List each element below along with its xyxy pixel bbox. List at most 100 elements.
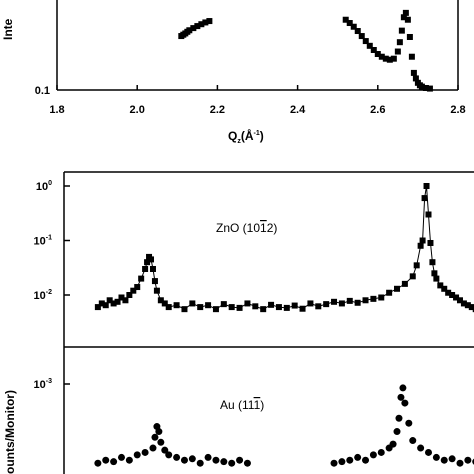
top-data-point [408,53,415,60]
bottom-panel-annotation: Au (111) [220,398,264,412]
top-data-point [422,85,429,91]
middle-data-point [252,303,259,310]
middle-y-tick-label: 10-2 [34,289,53,302]
top-data-point [390,55,397,62]
bottom-data-point [397,393,405,401]
middle-data-point [110,300,117,307]
bottom-data-point [395,414,403,422]
middle-data-point [161,300,168,307]
bottom-data-point [405,419,413,427]
top-data-point [366,42,373,49]
top-data-point [362,38,369,45]
middle-data-point [236,304,243,311]
top-data-point [400,14,407,21]
middle-data-point [421,195,428,202]
top-data-point [418,83,425,90]
middle-data-point [205,302,212,309]
middle-data-point [144,259,151,266]
middle-data-point [220,301,227,308]
bottom-panel-points [94,384,474,467]
middle-data-point [122,297,129,304]
middle-data-point [315,303,322,310]
middle-panel-y-ticks: 100 10-1 10-2 [34,180,70,302]
bottom-data-point [180,456,188,464]
bottom-data-point [369,451,377,459]
middle-data-point [307,300,314,307]
middle-data-point [181,306,188,313]
bottom-y-tick-base: 10 [34,379,46,391]
middle-data-point [409,273,416,280]
top-panel-y-ticks: 0.1 [35,85,50,97]
bottom-data-point [464,456,472,464]
middle-data-point [401,280,408,287]
bottom-data-point [102,456,110,464]
middle-data-point [331,298,338,305]
middle-data-point [118,294,125,301]
bottom-data-point [330,459,338,467]
middle-data-point [291,302,298,309]
bottom-data-point [155,428,163,436]
middle-data-point [142,265,149,272]
middle-panel-annotation: ZnO (1012) [216,221,277,235]
middle-data-point [153,287,160,294]
top-x-tick-label: 2.6 [370,104,385,116]
top-data-point [198,21,205,28]
bottom-data-point [110,458,118,466]
middle-data-point [413,262,420,269]
bottom-panel-y-axis-label: ounts/Monitor) [3,390,17,474]
middle-data-point [126,292,133,298]
middle-data-point [456,297,463,304]
middle-data-point [102,302,109,309]
middle-data-point [441,285,448,292]
middle-y-tick-label: 10-1 [34,235,53,248]
middle-data-point [197,304,204,311]
top-data-point [386,56,393,63]
bottom-data-point [161,446,169,454]
top-data-point [406,33,413,40]
top-panel-x-ticks: 1.8 2.0 2.2 2.4 2.6 2.8 [49,85,466,116]
middle-data-point [464,302,471,309]
middle-data-point [427,239,434,246]
bottom-data-point [125,456,133,464]
middle-data-point [445,289,452,296]
zno-label-prefix: ZnO (10 [216,221,260,235]
middle-data-point [134,284,141,291]
bottom-data-point [157,438,165,446]
middle-data-point [260,306,267,313]
bottom-data-point [220,458,228,466]
x-axis-label-unit-exponent: -1 [254,130,260,137]
top-data-point [382,55,389,62]
middle-data-point [212,306,219,313]
middle-data-point [151,278,158,285]
top-y-tick-label: 0.1 [35,85,50,97]
top-x-tick-label: 2.2 [210,104,225,116]
top-data-point [186,27,193,34]
top-panel: 1.8 2.0 2.2 2.4 2.6 2.8 0.1 Inte Qz(Å-1) [1,0,466,145]
bottom-data-point [94,459,102,467]
au-label-overbar-digit: 1 [254,398,261,412]
bottom-data-point [133,451,141,459]
top-x-tick-label: 2.4 [290,104,306,116]
top-data-point [404,16,411,23]
top-data-point [378,53,385,60]
middle-data-point [299,305,306,312]
bottom-data-point [409,437,417,445]
middle-y-tick-exponent: -2 [46,289,52,296]
bottom-data-point [151,433,159,441]
top-data-point [342,16,349,23]
top-data-point [374,51,381,58]
middle-data-point [370,295,377,302]
bottom-data-point [117,453,125,461]
middle-data-point [468,304,474,311]
middle-data-point [425,211,432,218]
middle-data-point [449,292,456,298]
top-x-tick-label: 2.0 [130,104,145,116]
bottom-data-point [204,453,212,461]
bottom-data-point [393,428,401,436]
middle-panel-points [94,183,474,313]
middle-data-point [138,275,145,282]
middle-y-tick-label: 100 [36,180,52,193]
bottom-data-point [456,459,464,467]
middle-data-point [244,300,251,307]
middle-data-point [94,304,101,311]
